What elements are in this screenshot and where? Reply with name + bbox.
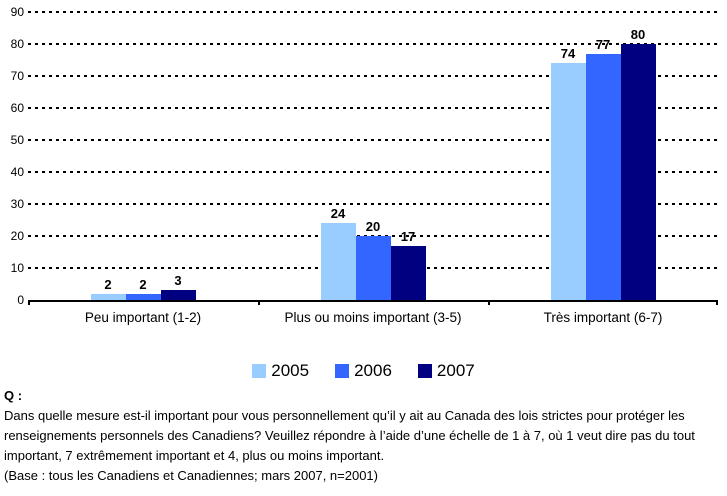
bar-value-label: 74	[560, 46, 576, 62]
legend-item-2005: 2005	[252, 361, 309, 381]
y-axis-tick-label: 80	[10, 37, 24, 51]
legend-swatch-icon	[252, 364, 267, 378]
bar-2007-1	[160, 290, 196, 300]
grouped-bar-chart: 0 10 20 30 40 50 60 70 80 90 2 2 3 Peu important (1-2…	[10, 5, 718, 325]
y-axis-tick-label: 40	[10, 165, 24, 179]
bar-value-label: 77	[595, 36, 611, 52]
y-axis-tick-label: 0	[17, 293, 24, 307]
bar-2005-3	[550, 63, 586, 300]
x-axis-tick	[716, 300, 718, 305]
bar-2005-1	[90, 293, 126, 300]
gridline-60	[28, 107, 718, 109]
gridline-80	[28, 43, 718, 45]
y-axis-tick-label: 90	[10, 5, 24, 19]
gridline-50	[28, 139, 718, 141]
legend-label: 2006	[354, 361, 392, 380]
legend-label: 2007	[436, 361, 475, 380]
legend-label: 2005	[271, 361, 310, 380]
question-footnote: Q : Dans quelle mesure est-il important …	[4, 386, 724, 486]
gridline-40	[28, 171, 718, 173]
bar-value-label: 2	[139, 276, 147, 292]
y-axis-tick-label: 20	[10, 229, 24, 243]
y-axis-tick-label: 70	[10, 69, 24, 83]
bar-2005-2	[320, 223, 356, 300]
y-axis-tick-label: 50	[10, 133, 24, 147]
x-axis-line	[28, 300, 718, 302]
bar-2007-2	[390, 245, 426, 300]
bar-value-label: 80	[630, 27, 646, 42]
category-label: Très important (6-7)	[543, 310, 663, 325]
bar-value-label: 3	[174, 273, 182, 289]
x-axis-tick	[258, 300, 260, 305]
legend-swatch-icon	[335, 364, 350, 378]
y-axis-tick-label: 10	[10, 261, 24, 275]
bar-2006-2	[355, 236, 391, 300]
y-axis-tick-label: 60	[10, 101, 24, 115]
x-axis-tick	[28, 300, 30, 305]
bar-value-label: 24	[330, 206, 346, 222]
question-label: Q :	[4, 388, 23, 403]
base-note: (Base : tous les Canadiens et Canadienne…	[4, 468, 378, 483]
gridline-90	[28, 11, 718, 13]
chart-legend: 2005 2006 2007	[0, 358, 727, 384]
legend-item-2007: 2007	[417, 361, 475, 381]
bar-2006-1	[125, 293, 161, 300]
gridline-70	[28, 75, 718, 77]
question-text: Dans quelle mesure est-il important pour…	[4, 408, 695, 463]
category-label: Peu important (1-2)	[84, 310, 202, 325]
x-axis-tick	[488, 300, 490, 305]
bar-2007-3	[620, 44, 656, 300]
bar-value-label: 20	[365, 219, 381, 234]
bar-2006-3	[585, 53, 621, 300]
category-label: Plus ou moins important (3-5)	[284, 310, 462, 325]
gridline-30	[28, 203, 718, 205]
y-axis-tick-label: 30	[10, 197, 24, 211]
legend-swatch-icon	[417, 364, 432, 378]
legend-item-2006: 2006	[335, 361, 392, 381]
bar-value-label: 17	[400, 228, 416, 244]
bar-value-label: 2	[104, 276, 112, 292]
